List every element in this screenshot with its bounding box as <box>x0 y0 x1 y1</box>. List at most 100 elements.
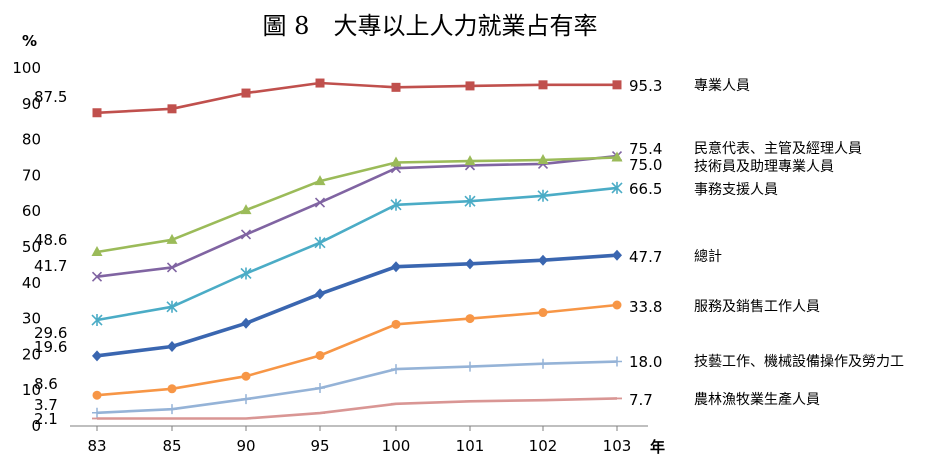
data-point <box>92 407 102 418</box>
data-point <box>314 236 326 249</box>
y-tick-label: 100 <box>12 59 41 77</box>
data-point <box>166 262 178 273</box>
data-point <box>390 156 402 167</box>
series-line <box>96 186 618 322</box>
data-point <box>390 198 402 211</box>
x-axis-ticks: 83 85 90 95 100 101 102 103 <box>87 426 631 455</box>
end-value-label: 66.5 <box>629 180 662 198</box>
data-point <box>92 108 102 118</box>
data-point <box>315 350 325 360</box>
data-point <box>612 80 622 90</box>
data-point <box>314 175 326 186</box>
end-value-label: 47.7 <box>629 248 662 266</box>
series-line <box>96 81 617 115</box>
data-point <box>391 82 401 92</box>
data-point <box>314 197 326 208</box>
data-point <box>91 314 103 327</box>
data-point <box>167 341 177 353</box>
data-point <box>464 155 476 166</box>
data-point <box>241 88 251 98</box>
data-point <box>92 350 102 362</box>
data-point <box>465 361 475 372</box>
data-point <box>92 390 102 400</box>
x-tick-label: 90 <box>236 437 255 455</box>
data-point <box>538 308 548 318</box>
x-tick-label: 100 <box>382 437 411 455</box>
data-point <box>465 81 475 91</box>
series-layer <box>91 78 623 420</box>
data-point <box>315 383 325 394</box>
series-6 <box>92 356 622 418</box>
data-point <box>241 371 251 381</box>
data-point <box>612 300 622 310</box>
legend-entry: 民意代表、主管及經理人員 <box>694 140 862 157</box>
series-7 <box>92 397 622 420</box>
start-value-label: 48.6 <box>34 231 67 249</box>
data-point <box>167 384 177 394</box>
x-tick-label: 85 <box>162 437 181 455</box>
data-point <box>612 249 622 261</box>
data-point <box>537 189 549 202</box>
data-point <box>464 195 476 208</box>
series-line <box>96 360 618 415</box>
y-tick-label: 10 <box>22 381 41 399</box>
data-point <box>167 104 177 114</box>
x-axis-unit: 年 <box>650 438 665 456</box>
series-5 <box>92 300 622 400</box>
x-tick-label: 101 <box>456 437 485 455</box>
data-labels: 87.5 48.6 41.7 29.619.6 8.6 3.72.1 95.3 75.475.… <box>34 77 662 428</box>
data-point <box>240 204 252 215</box>
series-line <box>96 154 618 278</box>
legend-entry: 事務支援人員 <box>694 182 778 198</box>
data-point <box>391 364 401 375</box>
data-point <box>391 261 401 273</box>
legend-entry: 專業人員 <box>694 78 750 94</box>
end-value-label: 33.8 <box>629 298 662 316</box>
data-point <box>241 394 251 405</box>
x-tick-label: 102 <box>529 437 558 455</box>
series-3 <box>91 181 623 327</box>
y-axis-ticks: 0 10 20 30 40 50 60 70 80 90 100 <box>12 59 41 435</box>
start-value-label: 41.7 <box>34 257 67 275</box>
series-line <box>96 303 618 397</box>
series-line <box>96 253 618 358</box>
series-2 <box>91 151 623 257</box>
y-tick-label: 50 <box>22 238 41 256</box>
end-value-label: 75.0 <box>629 156 662 174</box>
data-point <box>465 258 475 270</box>
data-point <box>611 181 623 194</box>
y-tick-label: 70 <box>22 166 41 184</box>
y-tick-label: 0 <box>31 417 41 435</box>
chart-title: 圖 8 大專以上人力就業占有率 <box>263 12 598 40</box>
legend-entry: 技術員及助理專業人員 <box>694 159 834 175</box>
data-point <box>241 317 251 329</box>
start-value-label: 19.6 <box>34 338 67 356</box>
data-point <box>465 314 475 324</box>
data-point <box>537 154 549 165</box>
data-point <box>166 300 178 313</box>
y-tick-label: 80 <box>22 131 41 149</box>
y-tick-label: 90 <box>22 95 41 113</box>
data-point <box>538 358 548 369</box>
end-value-label: 95.3 <box>629 77 662 95</box>
data-point <box>391 319 401 329</box>
series-line <box>96 156 618 254</box>
start-value-label: 2.1 <box>34 410 58 428</box>
data-point <box>315 288 325 300</box>
y-tick-label: 20 <box>22 345 41 363</box>
data-point <box>315 78 325 88</box>
start-value-label: 29.6 <box>34 324 67 342</box>
x-tick-label: 103 <box>603 437 632 455</box>
start-value-label: 87.5 <box>34 88 67 106</box>
y-tick-label: 40 <box>22 274 41 292</box>
series-line <box>97 397 618 420</box>
y-tick-label: 60 <box>22 202 41 220</box>
data-point <box>91 271 103 282</box>
data-point <box>538 80 548 90</box>
end-value-label: 18.0 <box>629 353 662 371</box>
legend-entry: 總計 <box>694 248 722 265</box>
data-point <box>166 233 178 244</box>
start-value-label: 8.6 <box>34 375 58 393</box>
end-value-label: 75.4 <box>629 140 662 158</box>
